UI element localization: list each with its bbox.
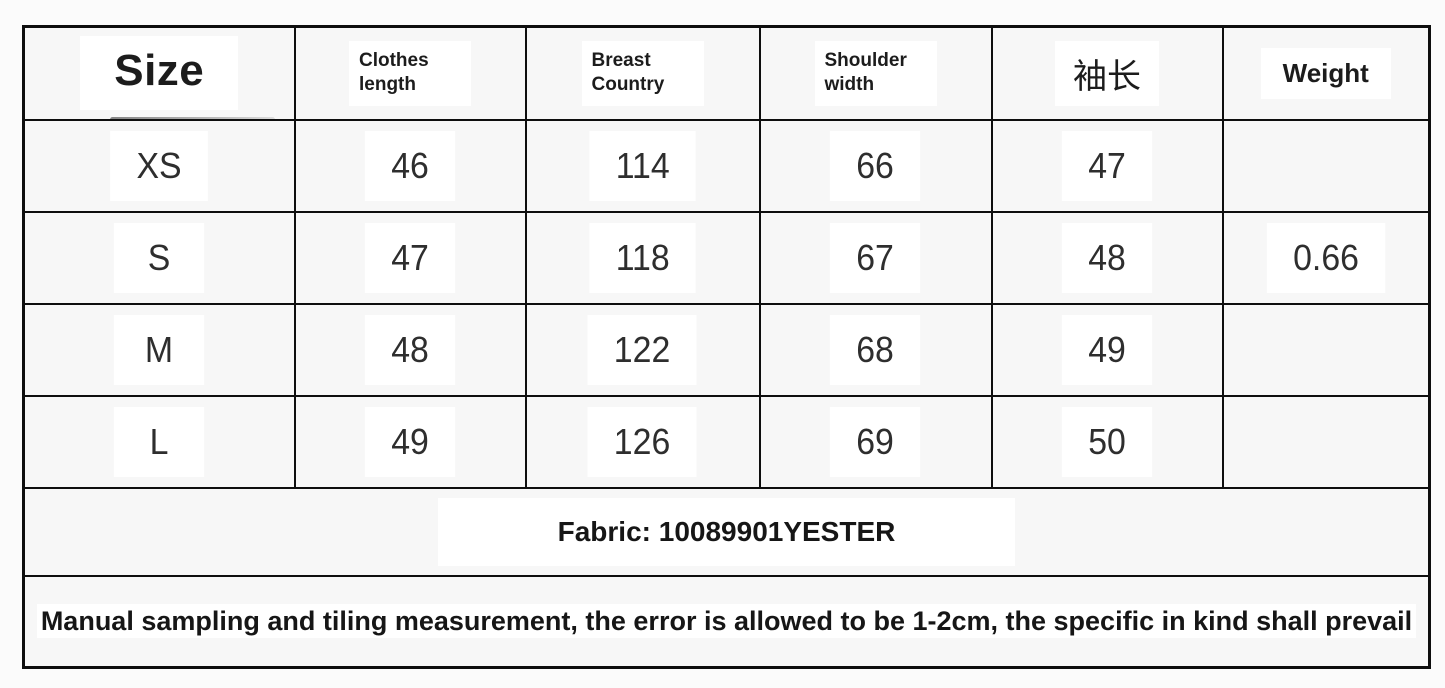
fabric-cell: Fabric: 10089901YESTER bbox=[22, 486, 1431, 577]
clothes-length-value: 48 bbox=[364, 314, 456, 385]
shoulder-cell: 67 bbox=[758, 210, 993, 305]
size-chart: Size Clothes length Breast Country Shoul… bbox=[22, 25, 1431, 669]
column-header-breast-label: Breast Country bbox=[581, 40, 704, 106]
shoulder-cell: 69 bbox=[758, 394, 993, 489]
column-header-sleeve-length: 袖长 bbox=[990, 25, 1224, 121]
smudge-artifact bbox=[110, 116, 275, 118]
sleeve-cell: 50 bbox=[990, 394, 1224, 489]
disclaimer-text: Manual sampling and tiling measurement, … bbox=[36, 604, 1417, 639]
weight-value: 0.66 bbox=[1266, 222, 1385, 293]
column-header-size: Size bbox=[22, 25, 296, 121]
breast-value: 126 bbox=[587, 406, 698, 477]
sleeve-cell: 49 bbox=[990, 302, 1224, 397]
sleeve-cell: 47 bbox=[990, 118, 1224, 213]
size-value: M bbox=[114, 314, 205, 385]
weight-cell bbox=[1221, 302, 1431, 397]
size-cell: M bbox=[22, 302, 296, 397]
disclaimer-row: Manual sampling and tiling measurement, … bbox=[22, 574, 1431, 669]
column-header-clothes-length: Clothes length bbox=[293, 25, 527, 121]
weight-cell: 0.66 bbox=[1221, 210, 1431, 305]
table-row-l: L 49 126 69 50 bbox=[22, 394, 1431, 489]
column-header-size-label: Size bbox=[80, 36, 239, 111]
size-value: S bbox=[114, 222, 205, 293]
fabric-row: Fabric: 10089901YESTER bbox=[22, 486, 1431, 577]
column-header-sleeve-length-label: 袖长 bbox=[1055, 40, 1159, 106]
sleeve-value: 50 bbox=[1061, 406, 1153, 477]
disclaimer-cell: Manual sampling and tiling measurement, … bbox=[22, 574, 1431, 669]
clothes-length-cell: 46 bbox=[293, 118, 527, 213]
breast-value: 114 bbox=[589, 130, 696, 201]
breast-cell: 122 bbox=[524, 302, 761, 397]
clothes-length-value: 49 bbox=[364, 406, 456, 477]
size-value: XS bbox=[110, 130, 209, 201]
column-header-shoulder-width-label: Shoulder width bbox=[814, 40, 937, 106]
breast-cell: 118 bbox=[524, 210, 761, 305]
size-value: L bbox=[114, 406, 205, 477]
clothes-length-cell: 47 bbox=[293, 210, 527, 305]
column-header-weight-label: Weight bbox=[1260, 47, 1391, 99]
breast-cell: 126 bbox=[524, 394, 761, 489]
clothes-length-value: 47 bbox=[364, 222, 456, 293]
size-cell: L bbox=[22, 394, 296, 489]
shoulder-cell: 66 bbox=[758, 118, 993, 213]
fabric-label: Fabric: 10089901YESTER bbox=[437, 497, 1016, 566]
weight-cell bbox=[1221, 118, 1431, 213]
sleeve-value: 48 bbox=[1061, 222, 1153, 293]
breast-cell: 114 bbox=[524, 118, 761, 213]
sleeve-cell: 48 bbox=[990, 210, 1224, 305]
clothes-length-cell: 49 bbox=[293, 394, 527, 489]
breast-value: 118 bbox=[589, 222, 696, 293]
shoulder-value: 68 bbox=[830, 314, 921, 385]
sleeve-value: 49 bbox=[1061, 314, 1153, 385]
header-row: Size Clothes length Breast Country Shoul… bbox=[22, 25, 1431, 121]
size-chart-table: Size Clothes length Breast Country Shoul… bbox=[22, 25, 1431, 669]
column-header-shoulder-width: Shoulder width bbox=[758, 25, 993, 121]
column-header-clothes-length-label: Clothes length bbox=[349, 40, 471, 106]
table-row-s: S 47 118 67 48 0.66 bbox=[22, 210, 1431, 305]
table-row-xs: XS 46 114 66 47 bbox=[22, 118, 1431, 213]
shoulder-value: 66 bbox=[830, 130, 921, 201]
sleeve-value: 47 bbox=[1061, 130, 1153, 201]
column-header-breast: Breast Country bbox=[524, 25, 761, 121]
clothes-length-cell: 48 bbox=[293, 302, 527, 397]
size-cell: S bbox=[22, 210, 296, 305]
size-cell: XS bbox=[22, 118, 296, 213]
shoulder-value: 67 bbox=[830, 222, 921, 293]
breast-value: 122 bbox=[587, 314, 698, 385]
shoulder-value: 69 bbox=[830, 406, 921, 477]
table-row-m: M 48 122 68 49 bbox=[22, 302, 1431, 397]
clothes-length-value: 46 bbox=[364, 130, 456, 201]
column-header-weight: Weight bbox=[1221, 25, 1431, 121]
weight-cell bbox=[1221, 394, 1431, 489]
shoulder-cell: 68 bbox=[758, 302, 993, 397]
